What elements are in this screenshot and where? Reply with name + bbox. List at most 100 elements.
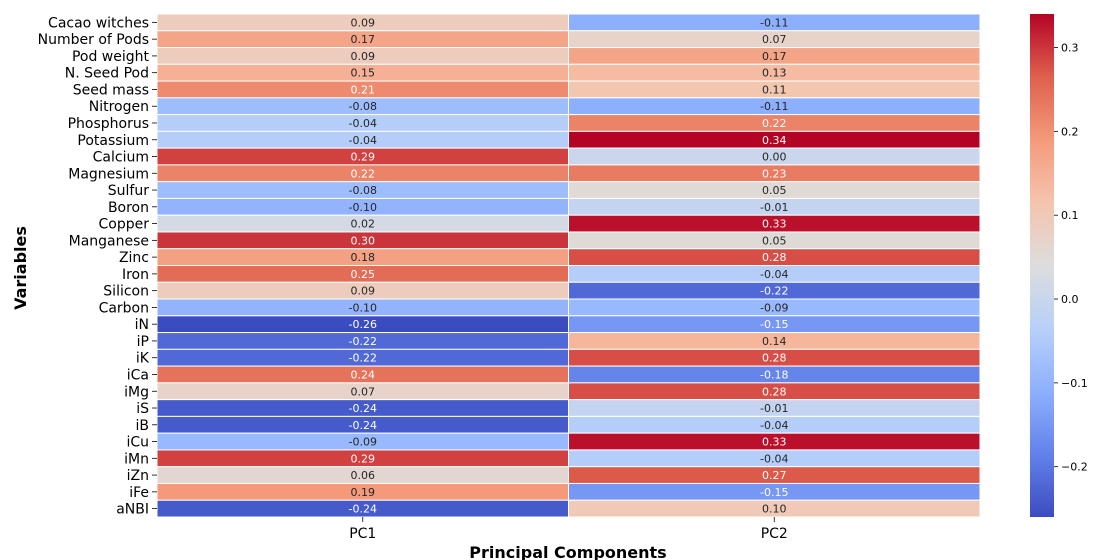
cell-value-label: 0.28 [762, 385, 787, 398]
row-label: Iron [122, 267, 149, 283]
cell-value-label: -0.15 [760, 486, 788, 499]
cell-value-label: 0.34 [762, 134, 787, 147]
cell-value-label: -0.11 [760, 16, 788, 29]
cell-value-label: 0.17 [762, 50, 787, 63]
cell-value-label: -0.22 [349, 335, 377, 348]
row-label: Cacao witches [48, 15, 149, 31]
cell-value-label: 0.21 [351, 83, 376, 96]
cell-value-label: 0.10 [762, 503, 787, 516]
cell-value-label: 0.07 [762, 33, 787, 46]
row-label: Nitrogen [89, 99, 149, 115]
row-label: aNBI [116, 502, 149, 518]
cell-value-label: 0.29 [351, 151, 376, 164]
cell-value-label: 0.09 [351, 285, 376, 298]
cell-value-label: 0.11 [762, 83, 787, 96]
column-label: PC1 [349, 526, 376, 542]
cell-value-label: -0.24 [349, 419, 377, 432]
cell-value-label: 0.02 [351, 218, 376, 231]
row-label: iMg [124, 384, 149, 400]
cell-value-label: -0.11 [760, 100, 788, 113]
colorbar-gradient [1030, 14, 1054, 517]
cell-value-label: -0.22 [760, 285, 788, 298]
row-label: Pod weight [72, 49, 150, 65]
cell-value-label: 0.13 [762, 67, 787, 80]
cell-value-label: -0.09 [760, 301, 788, 314]
cell-value-label: 0.06 [351, 469, 376, 482]
cell-value-label: 0.14 [762, 335, 787, 348]
colorbar-tick-label: 0.2 [1061, 125, 1079, 138]
cell-value-label: 0.28 [762, 251, 787, 264]
cell-value-label: 0.27 [762, 469, 787, 482]
row-label: Manganese [69, 233, 149, 249]
row-label: Zinc [119, 250, 149, 266]
cell-value-label: 0.07 [351, 385, 376, 398]
cell-value-label: -0.15 [760, 318, 788, 331]
row-label: iFe [129, 485, 149, 501]
row-label: Carbon [99, 300, 149, 316]
cell-value-label: -0.24 [349, 503, 377, 516]
cell-value-label: 0.28 [762, 352, 787, 365]
row-label: Magnesium [68, 166, 149, 182]
row-label: Copper [99, 217, 150, 233]
column-labels: PC1 PC2 [349, 517, 788, 542]
row-label: Boron [108, 200, 149, 216]
column-label: PC2 [761, 526, 788, 542]
cell-value-label: 0.05 [762, 184, 787, 197]
cell-value-label: 0.30 [351, 234, 376, 247]
row-label: Silicon [103, 284, 149, 300]
cell-value-label: 0.22 [762, 117, 787, 130]
cell-value-label: -0.22 [349, 352, 377, 365]
row-label: Seed mass [73, 82, 149, 98]
cell-value-label: -0.04 [760, 452, 788, 465]
colorbar-tick-label: −0.2 [1061, 461, 1088, 474]
row-label: iCa [127, 367, 149, 383]
cell-value-label: 0.18 [351, 251, 376, 264]
cell-value-label: -0.08 [349, 100, 377, 113]
row-label: iB [136, 418, 150, 434]
row-label: Potassium [77, 133, 149, 149]
cell-value-label: 0.17 [351, 33, 376, 46]
row-label: Number of Pods [38, 32, 149, 48]
cell-value-label: 0.00 [762, 151, 787, 164]
cell-value-label: -0.08 [349, 184, 377, 197]
row-label: iMn [124, 451, 149, 467]
y-axis-title: Variables [11, 226, 30, 310]
cell-value-label: -0.04 [349, 134, 377, 147]
cell-value-label: -0.09 [349, 436, 377, 449]
row-label: Calcium [93, 150, 149, 166]
cell-value-label: 0.19 [351, 486, 376, 499]
row-label: iP [137, 334, 149, 350]
cell-value-label: 0.33 [762, 436, 787, 449]
cell-value-label: 0.22 [351, 167, 376, 180]
cell-value-label: 0.24 [351, 368, 376, 381]
colorbar: 0.3 0.2 0.1 0.0 −0.1 −0.2 [1030, 14, 1088, 517]
x-axis-title: Principal Components [469, 543, 666, 560]
row-label: iS [136, 401, 149, 417]
row-label: iZn [127, 468, 149, 484]
colorbar-tick-label: 0.3 [1061, 42, 1079, 55]
cell-value-label: -0.10 [349, 201, 377, 214]
cell-value-label: -0.04 [760, 419, 788, 432]
cell-value-label: 0.09 [351, 50, 376, 63]
cell-value-label: 0.29 [351, 452, 376, 465]
colorbar-tick-label: −0.1 [1061, 377, 1088, 390]
cell-value-label: -0.01 [760, 201, 788, 214]
cell-value-label: -0.04 [349, 117, 377, 130]
row-label: iCu [126, 435, 149, 451]
cell-value-label: -0.04 [760, 268, 788, 281]
colorbar-tick-label: 0.1 [1061, 209, 1079, 222]
cell-value-label: 0.09 [351, 16, 376, 29]
cell-value-label: 0.05 [762, 234, 787, 247]
cell-value-label: 0.25 [351, 268, 376, 281]
colorbar-tick-label: 0.0 [1061, 293, 1079, 306]
cell-value-label: -0.26 [349, 318, 377, 331]
row-label: iN [135, 317, 149, 333]
heatmap-cells: 0.09 -0.11 0.17 0.07 0.09 0.17 0.15 0.13 0.21 0.1… [156, 13, 981, 518]
cell-value-label: 0.23 [762, 167, 787, 180]
row-label: iK [136, 351, 150, 367]
cell-value-label: -0.18 [760, 368, 788, 381]
cell-value-label: -0.24 [349, 402, 377, 415]
cell-value-label: 0.15 [351, 67, 376, 80]
cell-value-label: -0.01 [760, 402, 788, 415]
